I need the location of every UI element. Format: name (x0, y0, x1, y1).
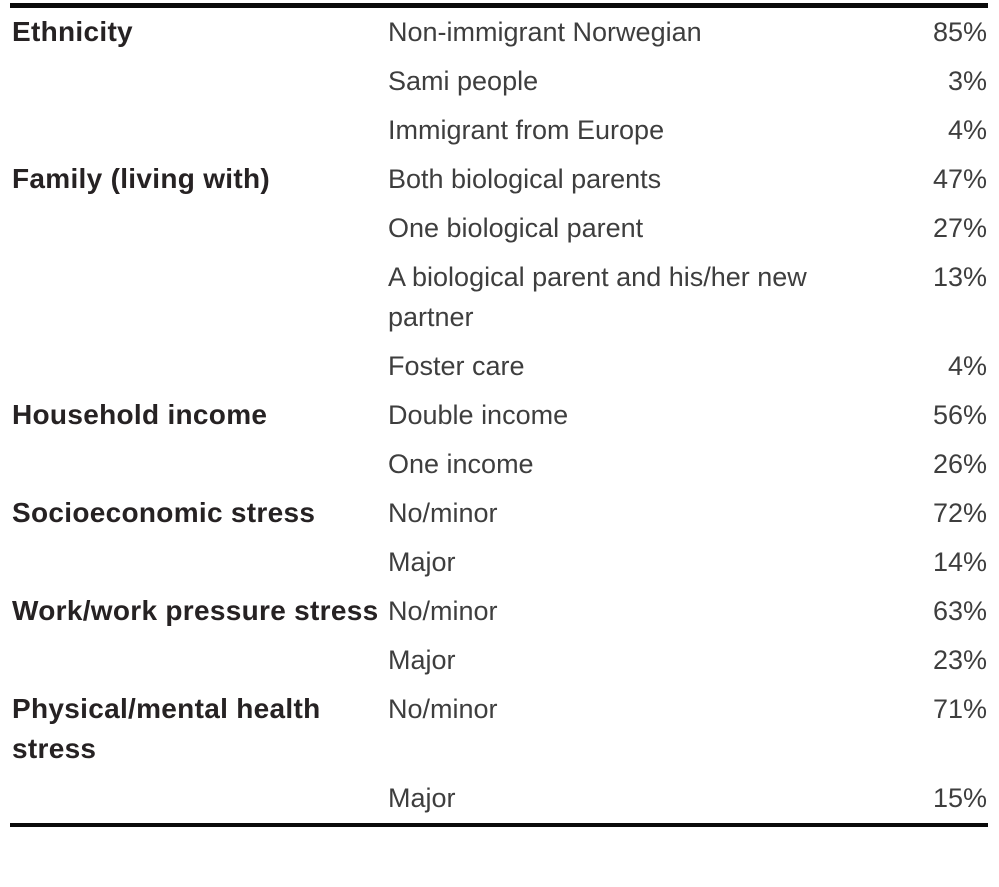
subcategory-cell: Both biological parents (388, 164, 662, 194)
subcategory-cell: Major (388, 645, 456, 675)
percentage-cell: 72% (932, 498, 987, 528)
percentage-cell: 23% (932, 645, 987, 675)
category-cell (10, 538, 388, 587)
table-row: Household income Double income 56% (10, 391, 988, 440)
category-cell (10, 106, 388, 155)
table-row: Major 15% (10, 774, 988, 825)
percentage-cell: 13% (932, 262, 987, 292)
category-cell (10, 204, 388, 253)
category-cell: Socioeconomic stress (12, 497, 316, 528)
percentage-cell: 47% (932, 164, 987, 194)
subcategory-cell: Major (388, 783, 456, 813)
table-row: One income 26% (10, 440, 988, 489)
percentage-cell: 4% (947, 115, 987, 145)
category-cell (10, 253, 388, 342)
table-row: Ethnicity Non-immigrant Norwegian 85% (10, 6, 988, 58)
table-row: Sami people 3% (10, 57, 988, 106)
percentage-cell: 85% (932, 17, 987, 47)
subcategory-cell: No/minor (388, 694, 498, 724)
table-row: One biological parent 27% (10, 204, 988, 253)
subcategory-cell: Major (388, 547, 456, 577)
percentage-cell: 3% (947, 66, 987, 96)
category-cell (10, 57, 388, 106)
subcategory-cell: Foster care (388, 351, 525, 381)
subcategory-cell: Immigrant from Europe (388, 115, 665, 145)
category-cell (10, 774, 388, 825)
subcategory-cell: No/minor (388, 596, 498, 626)
demographics-table: Ethnicity Non-immigrant Norwegian 85% Sa… (10, 3, 988, 827)
percentage-cell: 14% (932, 547, 987, 577)
percentage-cell: 56% (932, 400, 987, 430)
category-cell: Work/work pressure stress (12, 595, 379, 626)
subcategory-cell: Double income (388, 400, 569, 430)
percentage-cell: 26% (932, 449, 987, 479)
table-row: Major 14% (10, 538, 988, 587)
subcategory-cell: Sami people (388, 66, 539, 96)
subcategory-cell: One income (388, 449, 534, 479)
table-row: Immigrant from Europe 4% (10, 106, 988, 155)
percentage-cell: 63% (932, 596, 987, 626)
percentage-cell: 4% (947, 351, 987, 381)
table-row: Socioeconomic stress No/minor 72% (10, 489, 988, 538)
subcategory-cell: No/minor (388, 498, 498, 528)
category-cell (10, 440, 388, 489)
subcategory-cell: A biological parent and his/her new part… (388, 262, 807, 332)
subcategory-cell: One biological parent (388, 213, 644, 243)
subcategory-cell: Non-immigrant Norwegian (388, 17, 702, 47)
category-cell: Household income (12, 399, 268, 430)
table-row: A biological parent and his/her new part… (10, 253, 988, 342)
category-cell (10, 636, 388, 685)
table-row: Physical/mental health stress No/minor 7… (10, 685, 988, 774)
category-cell: Ethnicity (12, 16, 133, 47)
category-cell: Physical/mental health stress (12, 693, 321, 764)
table-row: Family (living with) Both biological par… (10, 155, 988, 204)
percentage-cell: 71% (932, 694, 987, 724)
table-row: Foster care 4% (10, 342, 988, 391)
table-row: Work/work pressure stress No/minor 63% (10, 587, 988, 636)
category-cell (10, 342, 388, 391)
table-row: Major 23% (10, 636, 988, 685)
percentage-cell: 15% (932, 783, 987, 813)
percentage-cell: 27% (932, 213, 987, 243)
category-cell: Family (living with) (12, 163, 271, 194)
